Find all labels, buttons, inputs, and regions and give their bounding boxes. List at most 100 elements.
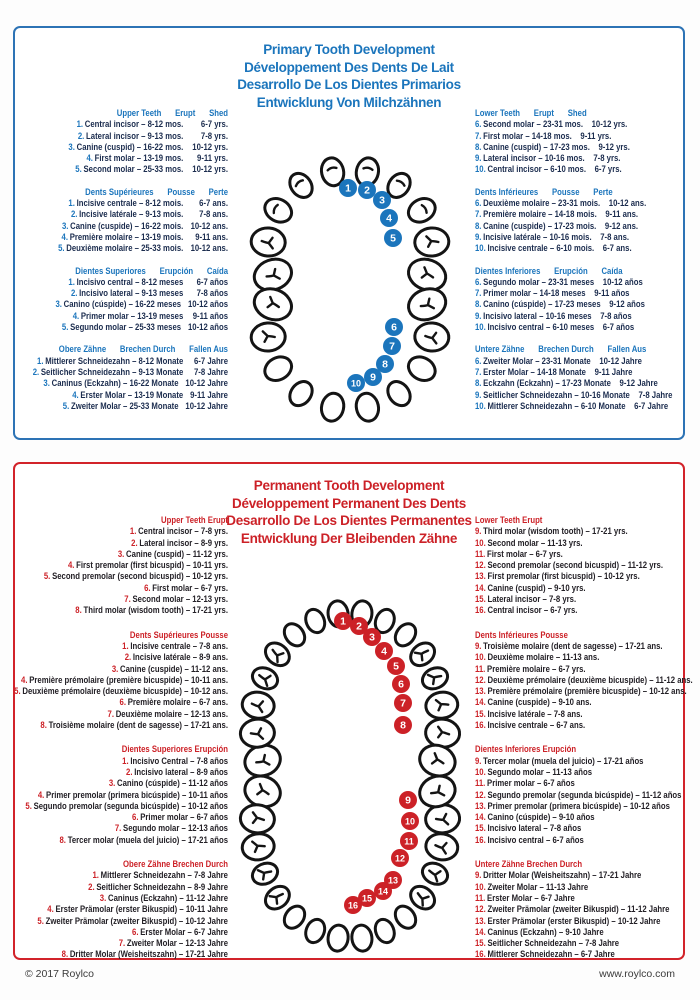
tooth-row: 15. Seitlicher Schneidezahn – 7-8 Jahre: [475, 938, 690, 949]
tooth-number-label: 8: [382, 358, 388, 370]
tooth-shape: [413, 226, 451, 258]
tooth-table-section: Upper Teeth Erupt 1. Central incisor – 7-8…: [9, 515, 228, 617]
tooth-row: 1. Incisive centrale – 7-8 ans.: [9, 641, 228, 652]
tooth-row: 9. Incisivo lateral – 10-16 meses 7-8 años: [475, 311, 690, 322]
tooth-number-label: 1: [340, 615, 346, 627]
tooth-row-number: 8.: [61, 949, 69, 960]
tooth-row-shed: 10-12 ans.: [190, 243, 228, 254]
tooth-row-number: 7.: [114, 823, 122, 834]
tooth-number-label: 2: [364, 184, 370, 196]
tooth-row-number: 9.: [475, 389, 482, 400]
tooth-row-shed: 6-7 años: [602, 322, 635, 333]
primary-panel-title: Primary Tooth Development Développement …: [15, 41, 683, 111]
tooth-shape: [288, 171, 314, 199]
tooth-row: 8. Canine (cuspide) – 17-23 mois. 9-12 ans…: [475, 221, 690, 232]
tooth-row-shed: 7-8 Jahre: [194, 366, 228, 377]
tooth-shape: [249, 321, 287, 353]
tooth-number-label: 12: [395, 853, 405, 863]
tooth-row-number: 6.: [132, 926, 139, 937]
tooth-row-number: 7.: [475, 366, 482, 377]
section-header-label: Erupt: [175, 108, 196, 118]
tooth-row-text: Lateral incisor – 7-8 yrs.: [487, 594, 577, 605]
tooth-table-section: Upper Teeth Erupt Shed 1. Central incisor – …: [9, 108, 228, 176]
tooth-row-number: 13.: [475, 571, 486, 582]
tooth-row-text: Second premolar (second bicuspid) – 10-1…: [52, 571, 229, 582]
section-header-label: Caída: [601, 265, 623, 276]
tooth-row-text: Incisive latérale – 7-8 ans.: [487, 708, 583, 719]
tooth-row-text: Erster Prämolar (erster Bikuspid) – 10-1…: [55, 904, 228, 915]
section-header: Upper Teeth Erupt Shed: [9, 108, 228, 119]
tooth-row-text: Canino (cúspide) – 9-10 años: [487, 812, 595, 823]
tooth-row-number: 2.: [131, 537, 138, 548]
tooth-row-text: Seitlicher Schneidezahn – 7-8 Jahre: [487, 938, 620, 949]
tooth-row-text: Zweiter Prämolar (zweiter Bikuspid) – 10…: [45, 915, 229, 926]
tooth-row-text: Caninus (Eckzahn) – 9-10 Jahre: [487, 926, 604, 937]
tooth-row-number: 3.: [117, 548, 125, 559]
tooth-row-shed: 10-12 Jahre: [599, 355, 642, 366]
tooth-row-number: 2.: [77, 130, 85, 141]
tooth-shape: [250, 666, 280, 691]
tooth-row-text: Central incisor – 8-12 mos.: [84, 119, 184, 130]
tooth-row-text: Incisivo lateral – 10-16 meses: [483, 310, 592, 321]
tooth-row-number: 9.: [475, 870, 482, 881]
section-header: Dents Inférieures Pousse: [475, 630, 690, 641]
tooth-row-number: 7.: [475, 288, 482, 299]
tooth-row: 15. Incisive latérale – 7-8 ans.: [475, 709, 690, 720]
tooth-row-number: 2.: [124, 652, 132, 663]
tooth-row-number: 12.: [475, 560, 486, 571]
tooth-row: 6. Erster Molar – 6-7 Jahre: [9, 927, 228, 938]
section-header-label: Brechen Durch: [119, 344, 176, 355]
tooth-row-number: 1.: [76, 119, 84, 130]
tooth-row-shed: 9-11 yrs.: [580, 130, 612, 141]
section-header-label: Obere Zähne Brechen Durch: [123, 859, 228, 870]
section-header-label: Dents Supérieures Pousse: [129, 629, 228, 640]
tooth-row-text: Segundo molar – 12-13 años: [123, 823, 228, 834]
tooth-row-text: Canino (cúspide) – 17-23 meses: [483, 299, 601, 310]
tooth-row-text: Canine (cuspid) – 17-23 mos.: [483, 141, 590, 152]
tooth-row-shed: 6-7 Jahre: [634, 400, 669, 411]
tooth-shape: [420, 861, 450, 886]
tooth-row-text: Canine (cuspide) – 17-23 mois.: [483, 220, 597, 231]
section-header: Untere Zähne Brechen Durch Fallen Aus: [475, 344, 690, 355]
tooth-row: 16. Incisive centrale – 6-7 ans.: [475, 720, 690, 731]
tooth-row-number: 8.: [75, 605, 82, 616]
tooth-row-number: 4.: [47, 904, 54, 915]
tooth-number-label: 8: [400, 719, 406, 731]
section-header: Dents Supérieures Pousse: [9, 630, 228, 641]
tooth-row-shed: 9-11 ans.: [195, 231, 228, 242]
tooth-number-label: 1: [345, 182, 351, 194]
tooth-row: 11. First molar – 6-7 yrs.: [475, 549, 690, 560]
tooth-row-shed: 7-8 ans.: [199, 209, 228, 220]
tooth-row-shed: 10-12 yrs.: [192, 164, 228, 175]
tooth-table-section: Obere Zähne Brechen Durch Fallen Aus 1. Mitt…: [9, 344, 228, 412]
tooth-row-text: Dritter Molar (Weisheitszahn) – 17-21 Ja…: [483, 870, 642, 881]
tooth-row-shed: 9-12 ans.: [604, 220, 639, 231]
permanent-lower-teeth-column: Lower Teeth Erupt 9. Third molar (wisdom t…: [475, 515, 693, 974]
permanent-upper-teeth-column: Upper Teeth Erupt 1. Central incisor – 7-8…: [9, 515, 228, 974]
tooth-number-label: 5: [390, 232, 396, 244]
tooth-row-number: 6.: [475, 198, 482, 209]
tooth-row-number: 16.: [475, 834, 486, 845]
tooth-row-number: 10.: [475, 881, 486, 892]
tooth-row-number: 5.: [58, 243, 65, 254]
tooth-row-text: Canine (cuspide) – 9-10 ans.: [487, 697, 592, 708]
tooth-row: 1. Incisivo central – 8-12 meses 6-7 años: [9, 277, 228, 288]
tooth-row-number: 11.: [475, 778, 486, 789]
tooth-row: 2. Lateral incisor – 8-9 yrs.: [9, 538, 228, 549]
tooth-row: 11. Première molaire – 6-7 yrs.: [475, 664, 690, 675]
primary-tooth-panel: Primary Tooth Development Développement …: [13, 26, 685, 440]
tooth-row-number: 1.: [129, 526, 137, 537]
tooth-shape: [424, 690, 460, 720]
tooth-row-shed: 6-7 yrs.: [594, 164, 622, 175]
tooth-row-shed: 9-11 yrs.: [197, 153, 228, 164]
tooth-row-text: Deuxième molaire – 25-33 mois.: [66, 243, 184, 254]
tooth-row: 1. Central incisor – 8-12 mos. 6-7 yrs.: [9, 119, 228, 130]
tooth-row-number: 5.: [43, 571, 51, 582]
tooth-shape: [243, 774, 282, 809]
tooth-number-label: 15: [362, 893, 372, 903]
tooth-number-badge: 14: [374, 882, 392, 900]
tooth-shape: [354, 156, 381, 188]
tooth-table-section: Dents Supérieures Pousse Perte 1. Incisive c…: [9, 187, 228, 255]
tooth-number-badge: 6: [385, 318, 403, 336]
tooth-row-text: Eckzahn (Eckzahn) – 17-23 Monate: [483, 378, 611, 389]
